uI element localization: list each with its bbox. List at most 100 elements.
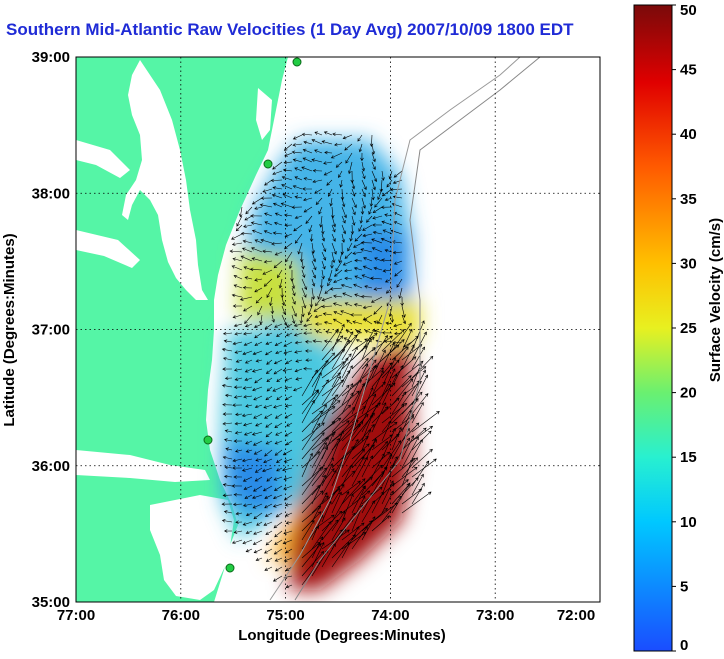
current-vector-arrow (240, 255, 253, 262)
current-vector-arrow (311, 421, 336, 442)
current-vector-arrow (304, 340, 313, 344)
current-vector-arrow (265, 341, 273, 345)
current-vector-arrow (381, 495, 402, 523)
current-vector-arrow (272, 161, 283, 170)
current-vector-arrow (272, 170, 283, 176)
current-vector-arrow (293, 332, 303, 337)
current-vector-arrow (264, 449, 273, 457)
current-vector-arrow (242, 521, 253, 526)
current-vector-arrow (233, 493, 243, 497)
current-vector-arrow (301, 452, 313, 478)
current-vector-arrow (381, 403, 408, 424)
current-vector-arrow (353, 283, 363, 289)
current-vector-arrow (243, 331, 253, 336)
current-vector-arrow (306, 314, 313, 322)
current-vector-arrow (221, 347, 233, 352)
current-vector-arrow (321, 269, 325, 280)
current-vector-arrow (341, 197, 346, 208)
current-vector-arrow (233, 323, 243, 328)
current-vector-arrow (285, 440, 293, 446)
current-vector-arrow (284, 404, 293, 408)
current-vector-arrow (323, 321, 333, 325)
current-vector-arrow (224, 438, 233, 442)
current-vector-arrow (233, 475, 243, 479)
current-vector-arrow (342, 134, 353, 140)
current-vector-arrow (253, 548, 263, 554)
current-vector-arrow (341, 345, 368, 370)
current-vector-arrow (271, 193, 283, 199)
current-vector-arrow (335, 161, 343, 168)
current-vector-arrow (331, 233, 336, 242)
current-vector-arrow (331, 483, 345, 505)
current-vector-arrow (331, 340, 350, 370)
current-vector-arrow (411, 401, 424, 424)
current-vector-arrow (311, 521, 332, 550)
current-vector-arrow (276, 395, 283, 401)
current-vector-arrow (285, 332, 293, 337)
current-vector-arrow (241, 247, 253, 253)
current-vector-arrow (311, 474, 326, 505)
current-vector-arrow (303, 197, 313, 202)
current-vector-arrow (270, 305, 275, 315)
current-vector-arrow (371, 349, 386, 379)
current-vector-arrow (264, 413, 273, 419)
current-vector-arrow (282, 368, 293, 372)
current-vector-arrow (311, 468, 335, 496)
current-vector-arrow (401, 305, 406, 318)
current-vector-arrow (350, 313, 363, 317)
current-vector-arrow (341, 233, 346, 243)
depth-contour-1 (294, 57, 541, 601)
current-vector-arrow (243, 305, 253, 312)
bay-inlet-1 (76, 140, 130, 178)
current-vector-arrow (274, 422, 283, 428)
current-vector-arrow (231, 242, 243, 246)
current-vector-arrow (283, 143, 293, 151)
current-vector-arrow (361, 464, 383, 487)
current-vector-arrow (294, 176, 303, 181)
current-vector-arrow (351, 179, 356, 190)
current-vector-arrow (274, 530, 283, 538)
current-vector-arrow (332, 302, 343, 307)
current-vector-arrow (330, 260, 334, 269)
current-vector-arrow (276, 467, 283, 472)
current-vector-arrow (361, 455, 374, 478)
current-vector-arrow (321, 335, 344, 361)
current-vector-arrow (260, 196, 273, 200)
current-vector-arrow (321, 233, 326, 242)
current-vector-arrow (303, 323, 313, 328)
current-vector-arrow (221, 502, 233, 506)
current-vector-arrow (321, 304, 333, 309)
current-vector-arrow (329, 197, 333, 207)
current-vector-arrow (354, 275, 363, 280)
colorbar-tick-label: 40 (680, 126, 697, 143)
current-vector-arrow (284, 431, 293, 437)
current-vector-arrow (341, 215, 346, 224)
y-tick-label: 37:00 (32, 322, 70, 339)
current-vector-arrow (368, 206, 373, 215)
current-vector-arrow (321, 400, 341, 415)
current-vector-arrow (251, 229, 263, 235)
x-axis-label: Longitude (Degrees:Minutes) (238, 627, 446, 644)
current-vector-arrow (264, 179, 273, 186)
current-vector-arrow (331, 384, 350, 406)
current-vector-arrow (411, 346, 425, 370)
current-vector-arrow (371, 247, 383, 253)
current-vector-arrow (263, 404, 273, 409)
current-vector-arrow (275, 350, 283, 355)
current-vector-arrow (326, 179, 333, 186)
current-vector-arrow (222, 412, 233, 416)
current-vector-arrow (245, 440, 253, 445)
x-tick-label: 73:00 (476, 607, 514, 624)
current-vector-arrow (341, 448, 365, 478)
current-vector-arrow (353, 266, 363, 271)
current-vector-arrow (291, 150, 303, 154)
current-vector-arrow (291, 305, 297, 317)
delaware-bay (256, 88, 272, 140)
current-vector-arrow (273, 359, 283, 365)
current-vector-arrow (322, 312, 333, 316)
current-vector-arrow (311, 467, 327, 487)
current-vector-arrow (272, 494, 283, 500)
current-vector-arrow (335, 260, 343, 272)
current-vector-arrow (263, 521, 273, 526)
current-vector-arrow (350, 224, 355, 235)
